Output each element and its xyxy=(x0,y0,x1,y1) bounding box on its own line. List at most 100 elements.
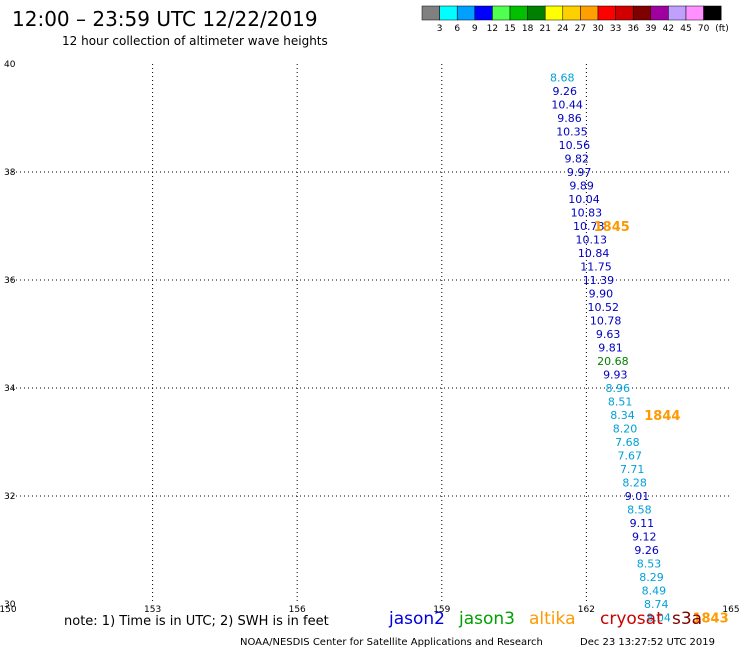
colorbar-tick-label: 33 xyxy=(610,24,621,34)
x-tick-label: 162 xyxy=(578,605,595,615)
wave-height-label: 9.97 xyxy=(567,166,592,179)
wave-height-label: 9.26 xyxy=(634,544,659,557)
wave-height-label: 9.89 xyxy=(569,180,594,193)
wave-height-label: 8.53 xyxy=(637,558,662,571)
wave-height-label: 9.63 xyxy=(596,328,621,341)
wave-height-label: 7.68 xyxy=(615,436,640,449)
colorbar-tick-label: 3 xyxy=(437,24,443,34)
wave-height-label: 9.81 xyxy=(598,342,623,355)
wave-height-label: 10.13 xyxy=(575,234,607,247)
chart-subtitle: 12 hour collection of altimeter wave hei… xyxy=(62,34,328,48)
colorbar-tick-label: 21 xyxy=(539,24,550,34)
colorbar-tick-label: 30 xyxy=(592,24,604,34)
wave-height-label: 8.29 xyxy=(639,571,664,584)
wave-height-label: 8.20 xyxy=(613,423,638,436)
wave-height-label: 10.84 xyxy=(578,247,610,260)
x-tick-label: 150 xyxy=(0,605,17,615)
axis-ticks: 150 153 156 159 162 165 30 32 34 36 38 40 xyxy=(0,60,740,615)
satellite-legend-item: altika xyxy=(529,609,576,629)
satellite-legend-item: jason2 xyxy=(388,609,445,629)
satellite-legend-item: cryosat xyxy=(600,609,663,629)
colorbar-swatch xyxy=(580,5,599,21)
chart-title: 12:00 – 23:59 UTC 12/22/2019 xyxy=(12,7,318,31)
colorbar-unit-label: (ft) xyxy=(715,24,729,34)
wave-height-label: 10.44 xyxy=(551,99,583,112)
colorbar-tick-label: 12 xyxy=(487,24,498,34)
y-tick-label: 36 xyxy=(4,276,16,286)
wave-height-label: 10.78 xyxy=(590,315,622,328)
wave-height-label: 8.96 xyxy=(605,382,630,395)
wave-height-label: 8.49 xyxy=(642,585,667,598)
data-points: 8.689.2610.449.8610.3510.569.829.979.891… xyxy=(550,72,671,625)
colorbar-swatch xyxy=(597,5,616,21)
x-tick-label: 153 xyxy=(144,605,161,615)
footer-timestamp: Dec 23 13:27:52 UTC 2019 xyxy=(580,637,715,648)
wave-height-label: 7.71 xyxy=(620,463,645,476)
wave-height-label: 8.28 xyxy=(622,477,647,490)
wave-height-label: 10.52 xyxy=(588,301,620,314)
colorbar-swatch xyxy=(421,5,440,21)
x-tick-label: 159 xyxy=(433,605,450,615)
x-tick-label: 156 xyxy=(289,605,306,615)
wave-height-label: 11.39 xyxy=(583,274,615,287)
y-tick-label: 38 xyxy=(4,168,16,178)
wave-height-label: 10.56 xyxy=(559,139,591,152)
colorbar-tick-label: 27 xyxy=(575,24,586,34)
colorbar-swatch xyxy=(668,5,687,21)
colorbar-tick-label: 36 xyxy=(627,24,639,34)
wave-height-label: 8.34 xyxy=(610,409,635,422)
colorbar-swatch xyxy=(456,5,476,21)
wave-height-label: 9.86 xyxy=(557,112,582,125)
time-annotation: 1845 xyxy=(594,220,630,235)
colorbar-tick-label: 9 xyxy=(472,24,478,34)
wave-height-label: 10.04 xyxy=(568,193,600,206)
wave-height-label: 8.74 xyxy=(644,598,669,611)
wave-height-label: 9.12 xyxy=(632,531,657,544)
colorbar-tick-label: 6 xyxy=(454,24,460,34)
wave-height-label: 8.51 xyxy=(608,396,633,409)
colorbar-swatch xyxy=(492,5,511,21)
colorbar-tick-label: 70 xyxy=(698,24,710,34)
time-annotation: 1843 xyxy=(692,612,728,627)
plot-grid xyxy=(8,64,731,604)
colorbar-tick-label: 24 xyxy=(557,24,569,34)
colorbar-swatch xyxy=(544,5,564,21)
colorbar-swatch xyxy=(509,5,528,21)
colorbar-tick-label: 42 xyxy=(663,24,674,34)
satellite-legend-item: jason3 xyxy=(458,609,515,629)
wave-height-label: 10.83 xyxy=(571,207,603,220)
wave-height-label: 10.73 xyxy=(573,220,605,233)
satellite-legend-item: s3a xyxy=(672,609,702,629)
wave-height-label: 20.68 xyxy=(597,355,629,368)
colorbar-swatch xyxy=(562,5,581,21)
wave-height-label: 8.58 xyxy=(627,504,652,517)
colorbar-legend: 3 6 9 12 15 18 21 24 27 30 33 36 39 42 45 70 xyxy=(421,5,722,34)
wave-height-label: 9.93 xyxy=(603,369,628,382)
colorbar-swatch xyxy=(615,5,634,21)
y-tick-label: 30 xyxy=(4,600,16,610)
satellite-legend: jason2 jason3 altika cryosat s3a xyxy=(388,609,702,629)
colorbar-swatch xyxy=(703,5,722,21)
footer-note: note: 1) Time is in UTC; 2) SWH is in fe… xyxy=(64,614,329,629)
wave-height-label: 7.67 xyxy=(618,450,643,463)
colorbar-swatch xyxy=(650,5,669,21)
y-tick-label: 32 xyxy=(4,492,15,502)
wave-height-label: 9.90 xyxy=(589,288,614,301)
wave-height-label: 11.75 xyxy=(580,261,612,274)
colorbar-swatch xyxy=(527,5,546,21)
time-annotation: 1844 xyxy=(644,409,680,424)
wave-height-label: 9.11 xyxy=(630,517,655,530)
footer-credit: NOAA/NESDIS Center for Satellite Applica… xyxy=(240,637,543,648)
y-tick-label: 34 xyxy=(4,384,16,394)
colorbar-swatch xyxy=(685,5,704,21)
wave-height-label: 8.68 xyxy=(550,72,575,85)
x-tick-label: 165 xyxy=(722,605,739,615)
colorbar-swatch xyxy=(632,5,652,21)
colorbar-tick-label: 15 xyxy=(504,24,515,34)
wave-height-label: 10.35 xyxy=(556,126,588,139)
y-tick-label: 40 xyxy=(4,60,16,70)
wave-height-label: 9.01 xyxy=(625,490,650,503)
wave-height-label: 9.26 xyxy=(552,85,577,98)
